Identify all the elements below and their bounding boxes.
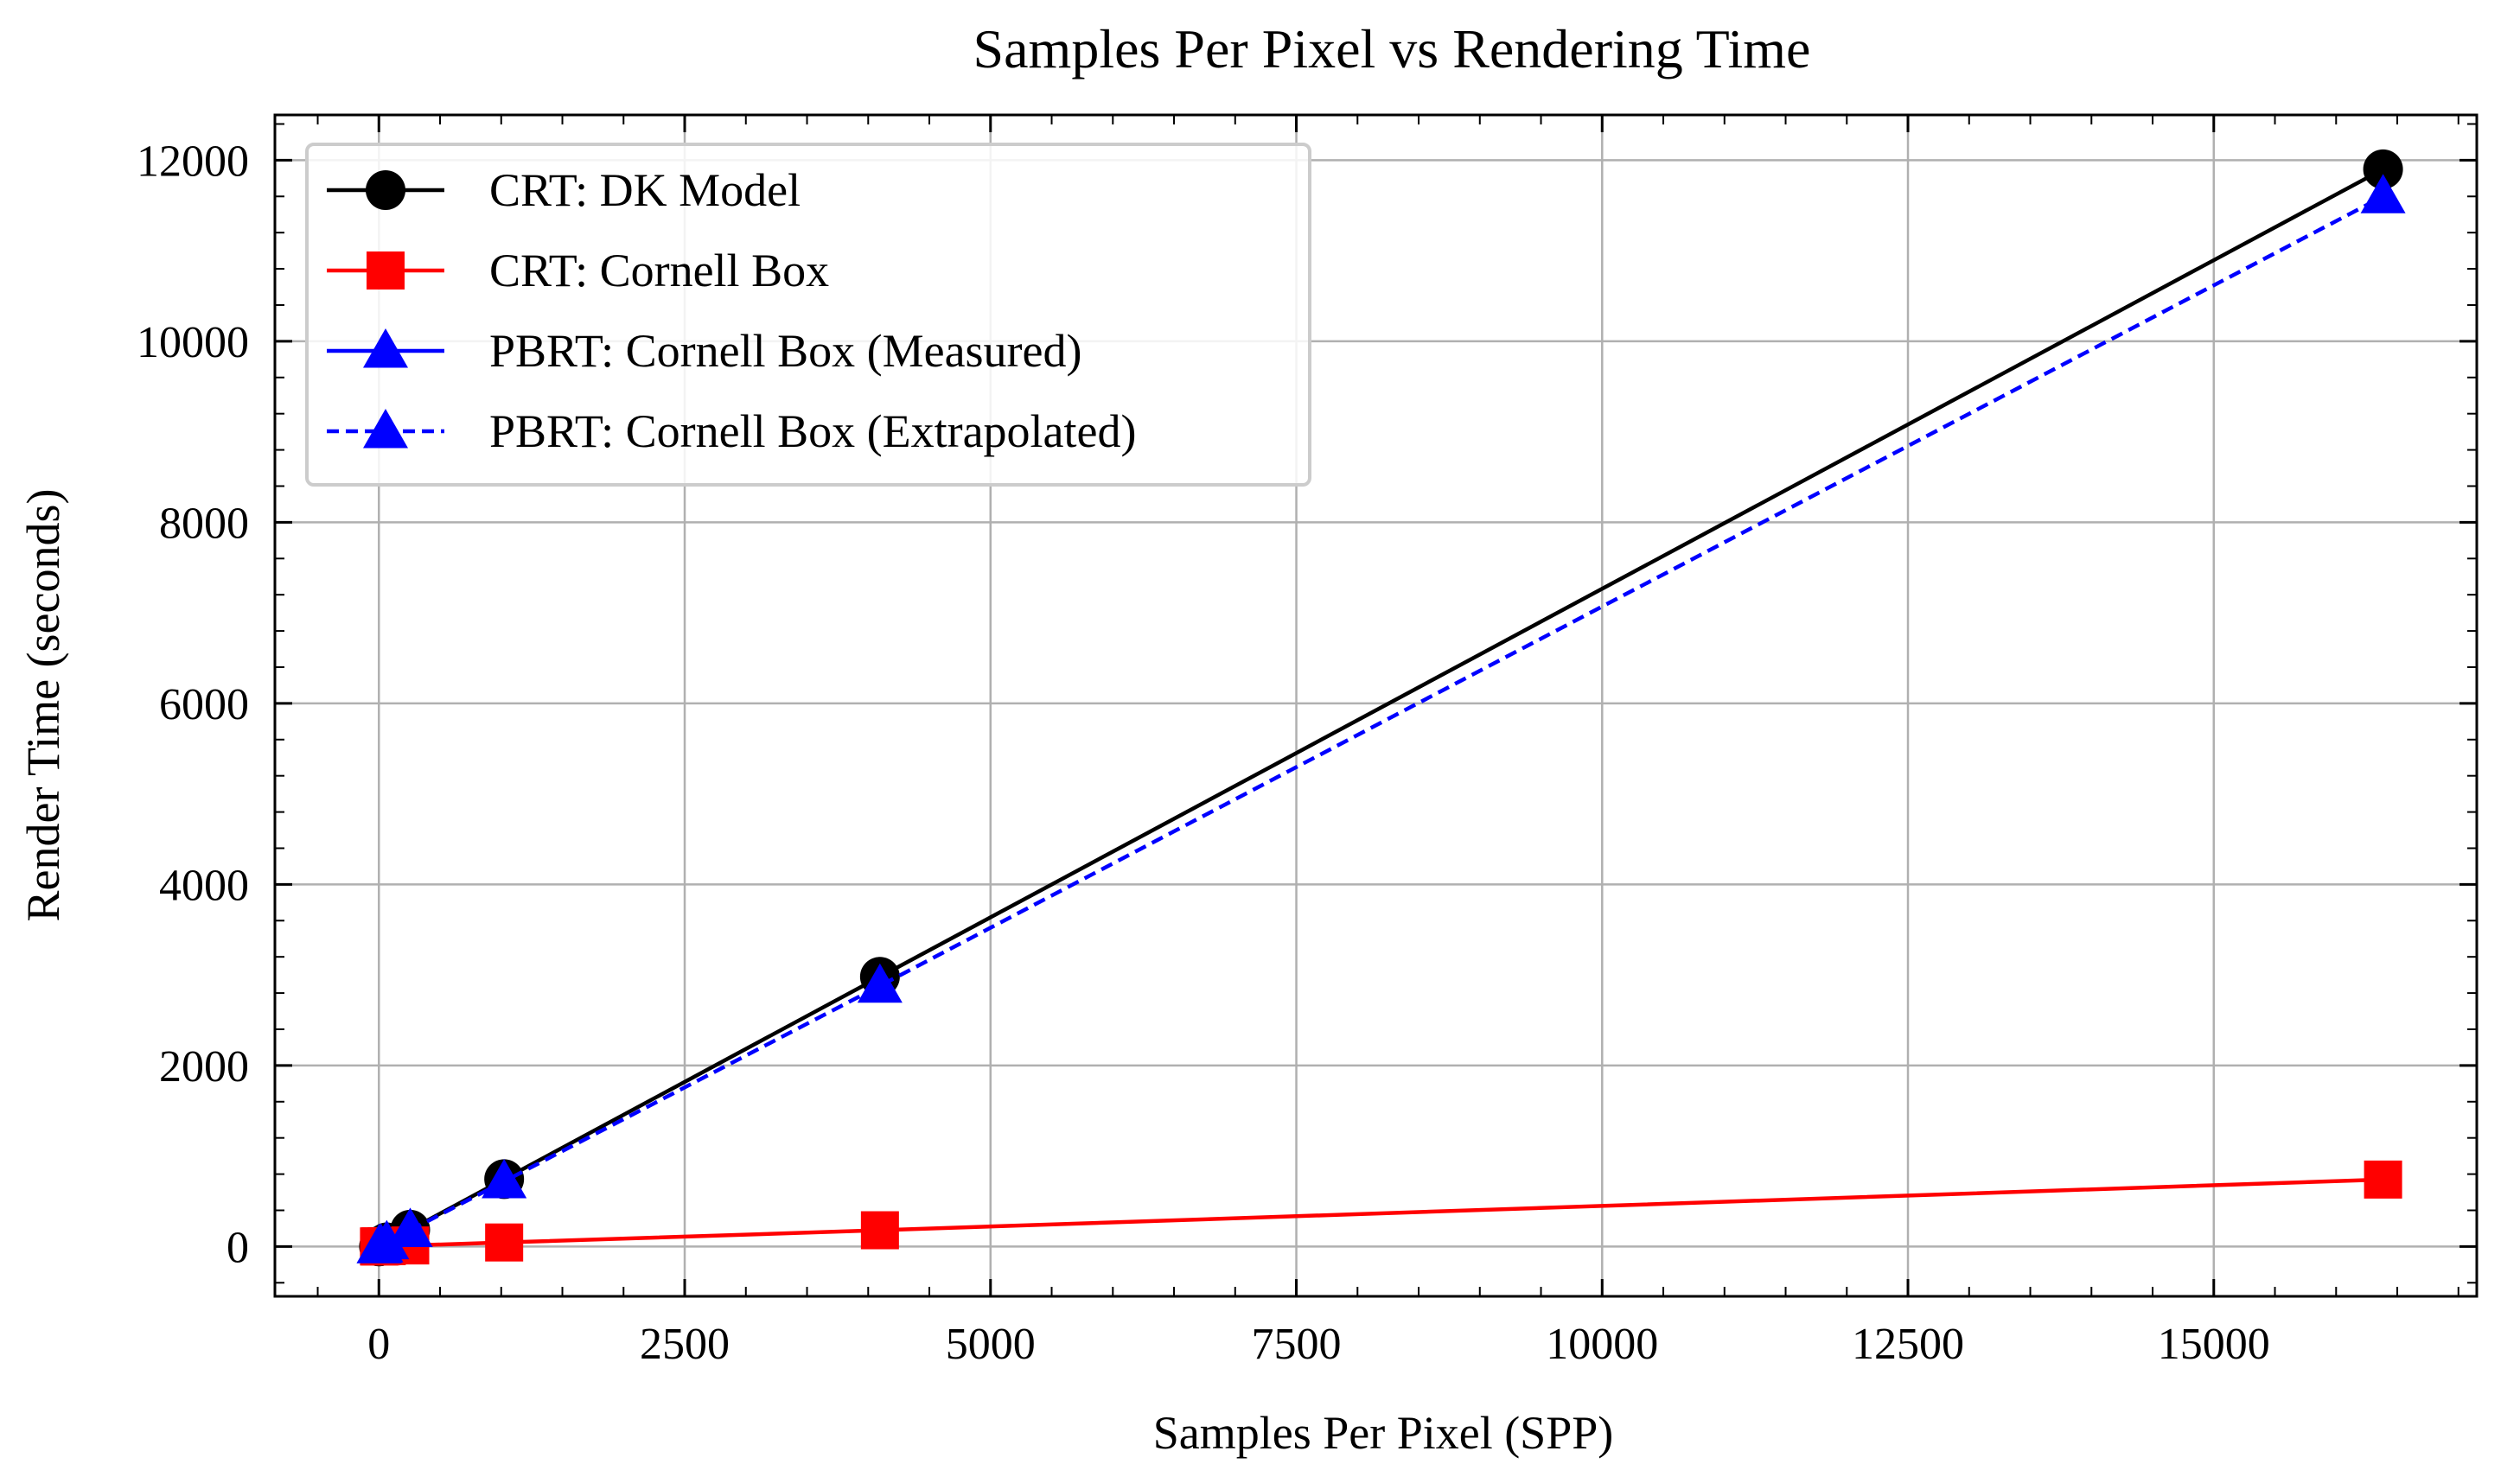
data-point (2363, 149, 2403, 189)
y-tick-label: 10000 (137, 318, 249, 367)
plot-frame (273, 113, 2479, 1298)
data-point (860, 1211, 899, 1250)
legend-marker (367, 251, 405, 290)
legend-marker (366, 170, 405, 210)
chart-title: Samples Per Pixel vs Rendering Time (973, 18, 1811, 80)
data-point (857, 963, 903, 1003)
y-axis-label: Render Time (seconds) (17, 489, 69, 922)
y-tick-label: 8000 (159, 499, 249, 548)
legend-label: PBRT: Cornell Box (Extrapolated) (489, 405, 1136, 457)
legend-label: CRT: DK Model (489, 164, 801, 216)
legend-marker (363, 409, 408, 449)
y-tick-label: 0 (226, 1223, 249, 1272)
x-tick-label: 0 (367, 1320, 390, 1369)
y-tick-label: 2000 (159, 1042, 249, 1092)
x-tick-label: 5000 (946, 1320, 1036, 1369)
y-tick-label: 4000 (159, 861, 249, 910)
legend-marker (363, 328, 408, 368)
x-tick-label: 10000 (1546, 1320, 1658, 1369)
x-axis-label: Samples Per Pixel (SPP) (1153, 1407, 1614, 1459)
series-line (377, 1177, 2383, 1249)
series-2 (360, 1160, 2402, 1266)
y-tick-label: 6000 (159, 680, 249, 729)
grid (275, 115, 2477, 1296)
x-tick-label: 15000 (2158, 1320, 2270, 1369)
x-tick-label: 7500 (1252, 1320, 1342, 1369)
tick-labels: 0 2500 5000 7500 10000 12500 15000 0 2000 4000 600… (137, 137, 2270, 1369)
ticks (275, 115, 2477, 1296)
data-point (2364, 1160, 2402, 1199)
data-point (387, 1207, 433, 1248)
legend-box (305, 143, 1311, 487)
data-point (482, 1158, 527, 1199)
legend-label: CRT: Cornell Box (489, 245, 829, 296)
series-layer (356, 149, 2406, 1267)
data-point (485, 1223, 524, 1262)
series-line (409, 194, 2384, 1232)
data-point (364, 1219, 410, 1260)
x-tick-label: 2500 (640, 1320, 730, 1369)
y-tick-label: 12000 (137, 137, 249, 186)
x-tick-label: 12500 (1852, 1320, 1964, 1369)
legend: CRT: DK Model CRT: Cornell Box PBRT: Corne… (305, 143, 1311, 487)
data-point (2360, 174, 2406, 213)
series-4 (387, 174, 2406, 1248)
legend-label: PBRT: Cornell Box (Measured) (489, 325, 1082, 377)
